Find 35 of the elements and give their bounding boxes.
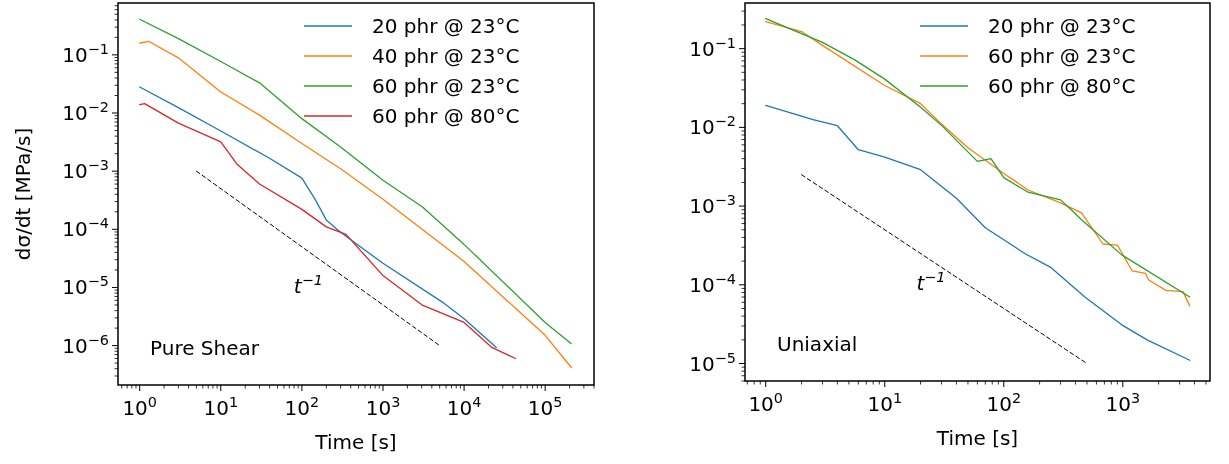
legend-label: 20 phr @ 23°C xyxy=(988,14,1136,38)
y-tick-label: 10$^{−4}$ xyxy=(62,215,109,242)
y-tick-label: 10$^{−2}$ xyxy=(689,113,736,140)
y-tick-label: 10$^{−5}$ xyxy=(62,273,109,300)
x-tick-label: 10$^{0}$ xyxy=(122,394,158,420)
legend-label: 60 phr @ 80°C xyxy=(372,104,520,128)
annotation: Pure Shear xyxy=(150,336,260,360)
y-tick-label: 10$^{−6}$ xyxy=(62,331,109,358)
annotation: t$^{−1}$ xyxy=(293,272,323,299)
x-tick-label: 10$^{1}$ xyxy=(867,390,903,416)
y-tick-label: 10$^{−5}$ xyxy=(689,349,736,376)
y-tick-label: 10$^{−3}$ xyxy=(62,157,109,184)
x-axis-title: Time [s] xyxy=(314,430,397,454)
x-axis-title: Time [s] xyxy=(935,426,1019,450)
y-tick-label: 10$^{−1}$ xyxy=(62,40,109,67)
x-tick-label: 10$^{0}$ xyxy=(748,390,784,416)
legend-label: 20 phr @ 23°C xyxy=(372,14,520,38)
x-tick-label: 10$^{3}$ xyxy=(365,394,401,420)
x-tick-label: 10$^{2}$ xyxy=(284,394,320,420)
legend-label: 40 phr @ 23°C xyxy=(372,44,520,68)
y-axis-title: dσ/dt [MPa/s] xyxy=(11,127,35,261)
y-tick-label: 10$^{−2}$ xyxy=(62,99,109,126)
annotation: Uniaxial xyxy=(777,332,858,356)
legend-label: 60 phr @ 80°C xyxy=(988,74,1136,98)
legend-label: 60 phr @ 23°C xyxy=(372,74,520,98)
x-tick-label: 10$^{5}$ xyxy=(527,394,563,420)
y-tick-label: 10$^{−3}$ xyxy=(689,192,736,219)
x-tick-label: 10$^{4}$ xyxy=(446,394,482,420)
legend-label: 60 phr @ 23°C xyxy=(988,44,1136,68)
x-tick-label: 10$^{2}$ xyxy=(986,390,1022,416)
y-tick-label: 10$^{−4}$ xyxy=(689,270,736,297)
x-tick-label: 10$^{1}$ xyxy=(203,394,239,420)
x-tick-label: 10$^{3}$ xyxy=(1105,390,1141,416)
y-tick-label: 10$^{−1}$ xyxy=(689,34,736,61)
annotation: t$^{−1}$ xyxy=(916,269,946,296)
